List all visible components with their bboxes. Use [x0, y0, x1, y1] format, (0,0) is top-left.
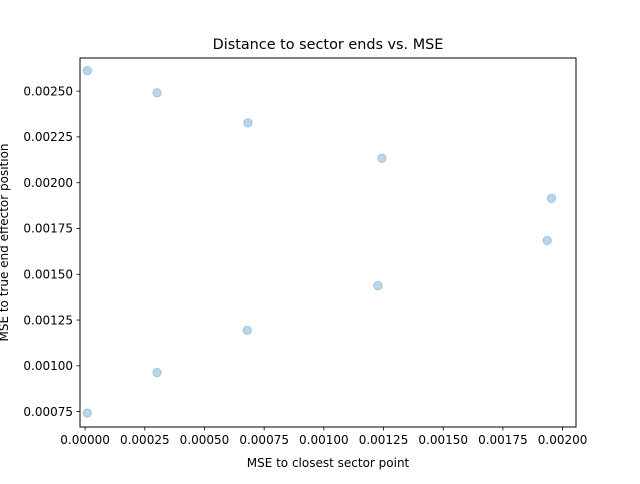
y-tick-label: 0.00175 — [23, 222, 73, 236]
x-tick-label: 0.00200 — [538, 433, 588, 447]
scatter-point-10 — [82, 408, 93, 418]
scatter-point-4 — [377, 153, 387, 164]
y-tick-label: 0.00250 — [23, 84, 73, 98]
scatter-point-3 — [243, 118, 253, 128]
y-axis-label: MSE to true end effector position — [0, 143, 11, 341]
y-tick-label: 0.00125 — [23, 313, 73, 327]
y-tick-label: 0.00200 — [23, 176, 73, 190]
x-tick-label: 0.00025 — [120, 433, 170, 447]
x-tick-label: 0.00175 — [478, 433, 528, 447]
scatter-point-2 — [152, 88, 162, 98]
chart-title: Distance to sector ends vs. MSE — [213, 37, 444, 53]
y-tick-label: 0.00075 — [23, 405, 73, 419]
scatter-point-8 — [242, 325, 252, 336]
y-tick-label: 0.00150 — [23, 267, 73, 281]
y-tick-label: 0.00100 — [23, 359, 73, 373]
y-axis: 0.00075 0.00100 0.00125 0.00150 0.00175 0.002… — [23, 84, 80, 419]
x-axis-label: MSE to closest sector point — [247, 456, 410, 470]
x-tick-label: 0.00000 — [60, 433, 110, 447]
x-tick-label: 0.00100 — [299, 433, 349, 447]
scatter-point-1 — [82, 65, 93, 76]
scatter-point-9 — [152, 367, 162, 378]
x-tick-label: 0.00075 — [239, 433, 289, 447]
plot-frame — [79, 57, 577, 428]
x-tick-label: 0.00050 — [180, 433, 230, 447]
scatter-point-5 — [546, 193, 557, 203]
x-axis: 0.00000 0.00025 0.00050 0.00075 0.00100 0.001… — [60, 427, 587, 447]
x-tick-label: 0.00150 — [418, 433, 468, 447]
scatter-point-7 — [373, 280, 383, 291]
x-tick-label: 0.00125 — [359, 433, 409, 447]
points-layer — [82, 65, 557, 418]
scatter-point-6 — [542, 235, 552, 246]
y-tick-label: 0.00225 — [23, 130, 73, 144]
